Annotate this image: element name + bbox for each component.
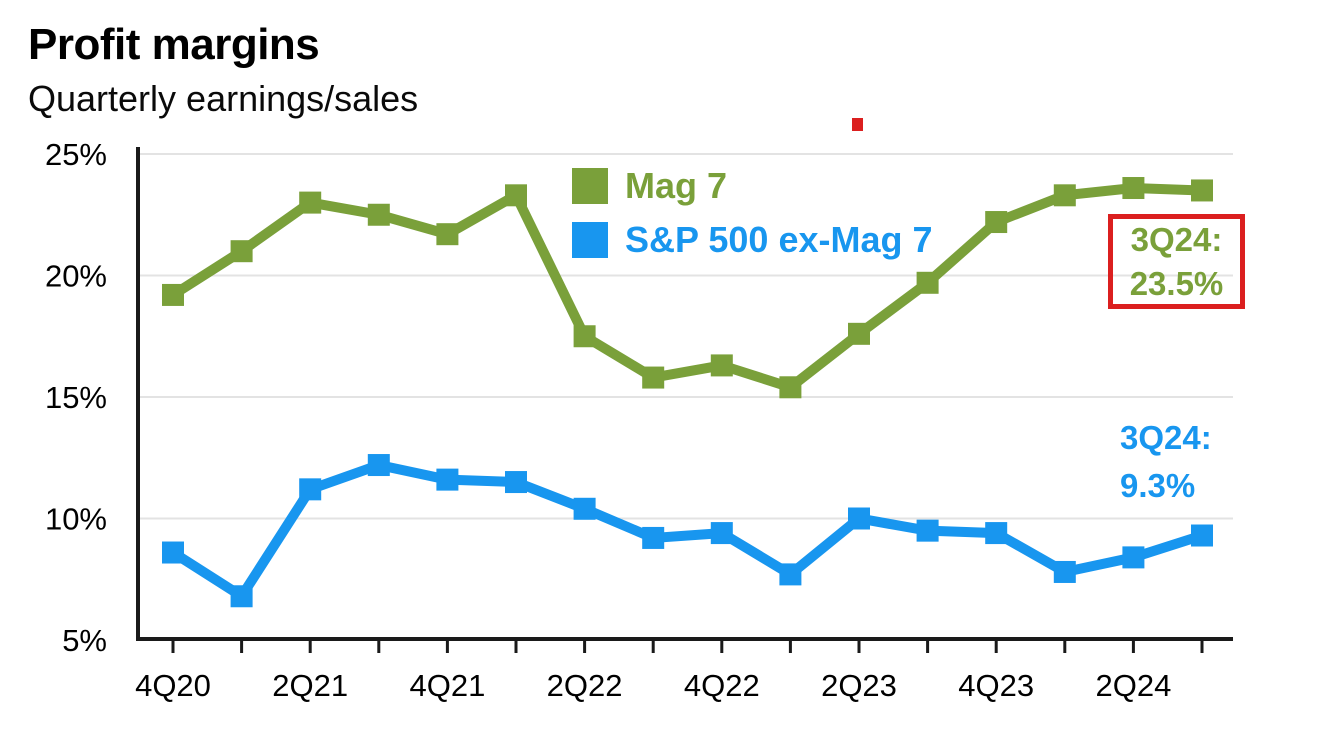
series-s-p-500-ex-mag-7-marker — [1191, 524, 1213, 547]
series-s-p-500-ex-mag-7-marker — [848, 507, 870, 530]
series-mag-7-marker — [710, 354, 733, 377]
legend-item-spx: S&P 500 ex-Mag 7 — [572, 219, 933, 260]
x-axis-ticks — [171, 641, 1204, 653]
series-s-p-500-ex-mag-7-marker — [505, 471, 527, 494]
series-s-p-500-ex-mag-7-line — [170, 459, 1204, 604]
series-mag-7-marker — [573, 325, 596, 348]
mag7-callout-value: 23.5% — [1129, 264, 1224, 302]
spx-latest-callout: 3Q24: 9.3% — [1120, 414, 1212, 510]
series-mag-7 — [162, 177, 1213, 399]
series-s-p-500-ex-mag-7-marker — [1053, 560, 1076, 583]
svg-text:4Q22: 4Q22 — [684, 668, 760, 703]
series-s-p-500-ex-mag-7-marker — [162, 541, 184, 564]
series-s-p-500-ex-mag-7-marker — [779, 563, 802, 586]
svg-text:4Q21: 4Q21 — [409, 668, 485, 703]
svg-text:2Q23: 2Q23 — [821, 668, 897, 703]
svg-text:15%: 15% — [45, 380, 107, 415]
series-mag-7-marker — [848, 322, 870, 345]
x-axis-labels: 4Q20 2Q21 4Q21 2Q22 4Q22 2Q23 4Q23 2Q24 — [135, 668, 1171, 703]
series-mag-7-marker — [436, 223, 459, 246]
svg-text:2Q24: 2Q24 — [1095, 668, 1171, 703]
mag7-latest-callout: 3Q24: 23.5% — [1108, 214, 1245, 309]
series-mag-7-marker — [1191, 179, 1213, 202]
series-mag-7-marker — [642, 366, 665, 389]
series-mag-7-marker — [367, 203, 390, 226]
series-mag-7-marker — [230, 240, 253, 263]
mag7-legend-label: Mag 7 — [625, 165, 728, 206]
series-s-p-500-ex-mag-7-marker — [573, 497, 596, 520]
spx-legend-label: S&P 500 ex-Mag 7 — [625, 219, 933, 260]
series-s-p-500-ex-mag-7-marker — [916, 519, 939, 542]
series-mag-7-line — [170, 183, 1203, 393]
chart-legend: Mag 7 S&P 500 ex-Mag 7 — [572, 165, 933, 260]
series-s-p-500-ex-mag-7-marker — [642, 526, 665, 549]
y-axis-labels: 25% 20% 15% 10% 5% — [45, 137, 107, 658]
svg-text:5%: 5% — [62, 623, 107, 658]
svg-text:2Q21: 2Q21 — [272, 668, 348, 703]
chart-subtitle: Quarterly earnings/sales — [28, 78, 419, 119]
series-s-p-500-ex-mag-7-marker — [710, 522, 733, 545]
svg-text:4Q20: 4Q20 — [135, 668, 211, 703]
series-s-p-500-ex-mag-7-marker — [299, 478, 322, 501]
svg-text:2Q22: 2Q22 — [547, 668, 623, 703]
svg-text:25%: 25% — [45, 137, 107, 172]
spx-legend-swatch — [572, 222, 608, 258]
mag7-callout-quarter: 3Q24: — [1130, 220, 1223, 258]
svg-text:4Q23: 4Q23 — [958, 668, 1034, 703]
series-mag-7-marker — [779, 376, 802, 399]
svg-text:20%: 20% — [45, 259, 107, 294]
chart-title: Profit margins — [28, 20, 320, 69]
axes — [136, 147, 1233, 641]
series-mag-7-marker — [916, 271, 939, 294]
series-mag-7-marker — [505, 184, 527, 207]
red-marker-dot — [852, 118, 863, 131]
series-mag-7-marker — [299, 191, 322, 214]
series-mag-7-marker — [1053, 184, 1076, 207]
series-s-p-500-ex-mag-7-marker — [1122, 546, 1145, 569]
series-s-p-500-ex-mag-7-marker — [367, 454, 390, 477]
series-mag-7-marker — [985, 211, 1008, 234]
series-s-p-500-ex-mag-7-marker — [436, 468, 459, 491]
svg-text:10%: 10% — [45, 502, 107, 537]
series-mag-7-marker — [1122, 177, 1145, 200]
gridlines — [138, 153, 1233, 520]
legend-item-mag7: Mag 7 — [572, 165, 933, 206]
series-s-p-500-ex-mag-7-marker — [230, 585, 253, 608]
series-mag-7-marker — [162, 283, 184, 306]
spx-callout-value: 9.3% — [1120, 467, 1196, 504]
spx-callout-quarter: 3Q24: — [1120, 419, 1212, 456]
mag7-legend-swatch — [572, 168, 608, 204]
series-s-p-500-ex-mag-7 — [162, 454, 1213, 608]
series-s-p-500-ex-mag-7-marker — [985, 522, 1008, 545]
